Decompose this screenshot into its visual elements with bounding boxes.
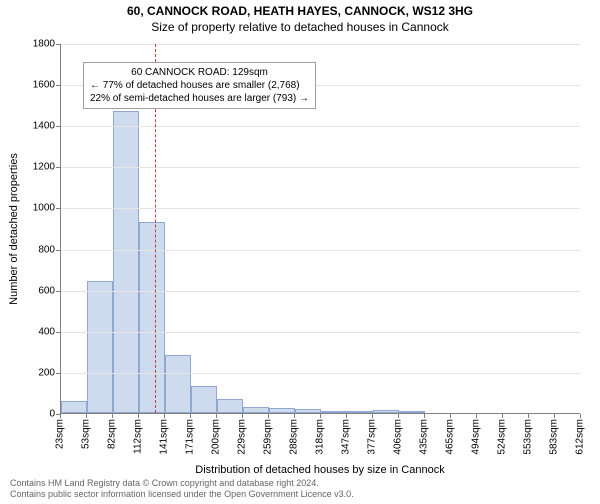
ytick-label: 1800 <box>33 39 55 50</box>
annotation-line3: 22% of semi-detached houses are larger (… <box>90 92 309 105</box>
page-title: 60, CANNOCK ROAD, HEATH HAYES, CANNOCK, … <box>0 4 600 18</box>
xtick-label: 82sqm <box>107 419 118 449</box>
ytick-mark <box>56 44 60 45</box>
ytick-mark <box>56 291 60 292</box>
xtick-mark <box>112 414 113 418</box>
xtick-mark <box>268 414 269 418</box>
xtick-mark <box>86 414 87 418</box>
x-axis-label: Distribution of detached houses by size … <box>60 464 580 476</box>
chart-area: 60 CANNOCK ROAD: 129sqm ← 77% of detache… <box>60 44 580 414</box>
xtick-label: 435sqm <box>419 419 430 455</box>
xtick-mark <box>216 414 217 418</box>
histogram-bar <box>165 355 191 413</box>
gridline <box>61 332 580 333</box>
ytick-label: 400 <box>38 326 55 337</box>
ytick-mark <box>56 373 60 374</box>
xtick-mark <box>372 414 373 418</box>
xtick-label: 23sqm <box>55 419 66 449</box>
xtick-label: 141sqm <box>159 419 170 455</box>
xtick-mark <box>450 414 451 418</box>
histogram-bar <box>217 399 243 413</box>
annotation-box: 60 CANNOCK ROAD: 129sqm ← 77% of detache… <box>83 62 316 109</box>
xtick-mark <box>190 414 191 418</box>
xtick-mark <box>294 414 295 418</box>
xtick-label: 524sqm <box>497 419 508 455</box>
xtick-mark <box>502 414 503 418</box>
xtick-label: 347sqm <box>341 419 352 455</box>
xtick-label: 112sqm <box>133 419 144 454</box>
histogram-bar <box>399 411 425 413</box>
xtick-label: 53sqm <box>81 419 92 449</box>
ytick-mark <box>56 126 60 127</box>
xtick-mark <box>528 414 529 418</box>
ytick-label: 1400 <box>33 121 55 132</box>
xtick-label: 553sqm <box>523 419 534 455</box>
ytick-label: 1200 <box>33 162 55 173</box>
annotation-line2: ← 77% of detached houses are smaller (2,… <box>90 79 309 92</box>
xtick-label: 171sqm <box>185 419 196 455</box>
y-axis-label: Number of detached properties <box>8 153 20 305</box>
ytick-label: 1000 <box>33 203 55 214</box>
gridline <box>61 291 580 292</box>
footer-attribution: Contains HM Land Registry data © Crown c… <box>10 478 354 500</box>
xtick-mark <box>346 414 347 418</box>
histogram-bar <box>87 281 113 413</box>
histogram-bar <box>373 410 399 413</box>
xtick-label: 612sqm <box>575 419 586 455</box>
footer-line2: Contains public sector information licen… <box>10 489 354 500</box>
xtick-mark <box>60 414 61 418</box>
gridline <box>61 250 580 251</box>
xtick-label: 377sqm <box>367 419 378 455</box>
annotation-line1: 60 CANNOCK ROAD: 129sqm <box>90 66 309 79</box>
xtick-label: 259sqm <box>263 419 274 455</box>
xtick-label: 583sqm <box>549 419 560 455</box>
xtick-mark <box>476 414 477 418</box>
ytick-label: 800 <box>38 244 55 255</box>
ytick-label: 1600 <box>33 80 55 91</box>
ytick-mark <box>56 167 60 168</box>
histogram-bar <box>113 111 139 413</box>
xtick-mark <box>164 414 165 418</box>
xtick-label: 465sqm <box>445 419 456 455</box>
ytick-mark <box>56 85 60 86</box>
gridline <box>61 126 580 127</box>
xtick-mark <box>320 414 321 418</box>
xtick-mark <box>424 414 425 418</box>
ytick-mark <box>56 250 60 251</box>
gridline <box>61 167 580 168</box>
ytick-label: 200 <box>38 367 55 378</box>
histogram-bar <box>269 408 295 413</box>
xtick-label: 406sqm <box>393 419 404 455</box>
plot-area: 60 CANNOCK ROAD: 129sqm ← 77% of detache… <box>60 44 580 414</box>
ytick-mark <box>56 208 60 209</box>
gridline <box>61 373 580 374</box>
gridline <box>61 208 580 209</box>
chart-container: 60, CANNOCK ROAD, HEATH HAYES, CANNOCK, … <box>0 4 600 504</box>
histogram-bar <box>321 411 347 413</box>
xtick-label: 200sqm <box>211 419 222 455</box>
xtick-mark <box>138 414 139 418</box>
xtick-label: 318sqm <box>315 419 326 455</box>
histogram-bar <box>61 401 87 413</box>
histogram-bar <box>347 411 373 413</box>
xtick-label: 229sqm <box>237 419 248 455</box>
xtick-label: 288sqm <box>289 419 300 455</box>
gridline <box>61 44 580 45</box>
ytick-label: 600 <box>38 285 55 296</box>
xtick-mark <box>580 414 581 418</box>
ytick-mark <box>56 332 60 333</box>
xtick-label: 494sqm <box>471 419 482 455</box>
histogram-bar <box>295 409 321 413</box>
xtick-mark <box>398 414 399 418</box>
histogram-bar <box>243 407 269 413</box>
xtick-mark <box>242 414 243 418</box>
page-subtitle: Size of property relative to detached ho… <box>0 20 600 34</box>
footer-line1: Contains HM Land Registry data © Crown c… <box>10 478 354 489</box>
histogram-bar <box>191 386 217 413</box>
ytick-label: 0 <box>49 409 55 420</box>
xtick-mark <box>554 414 555 418</box>
